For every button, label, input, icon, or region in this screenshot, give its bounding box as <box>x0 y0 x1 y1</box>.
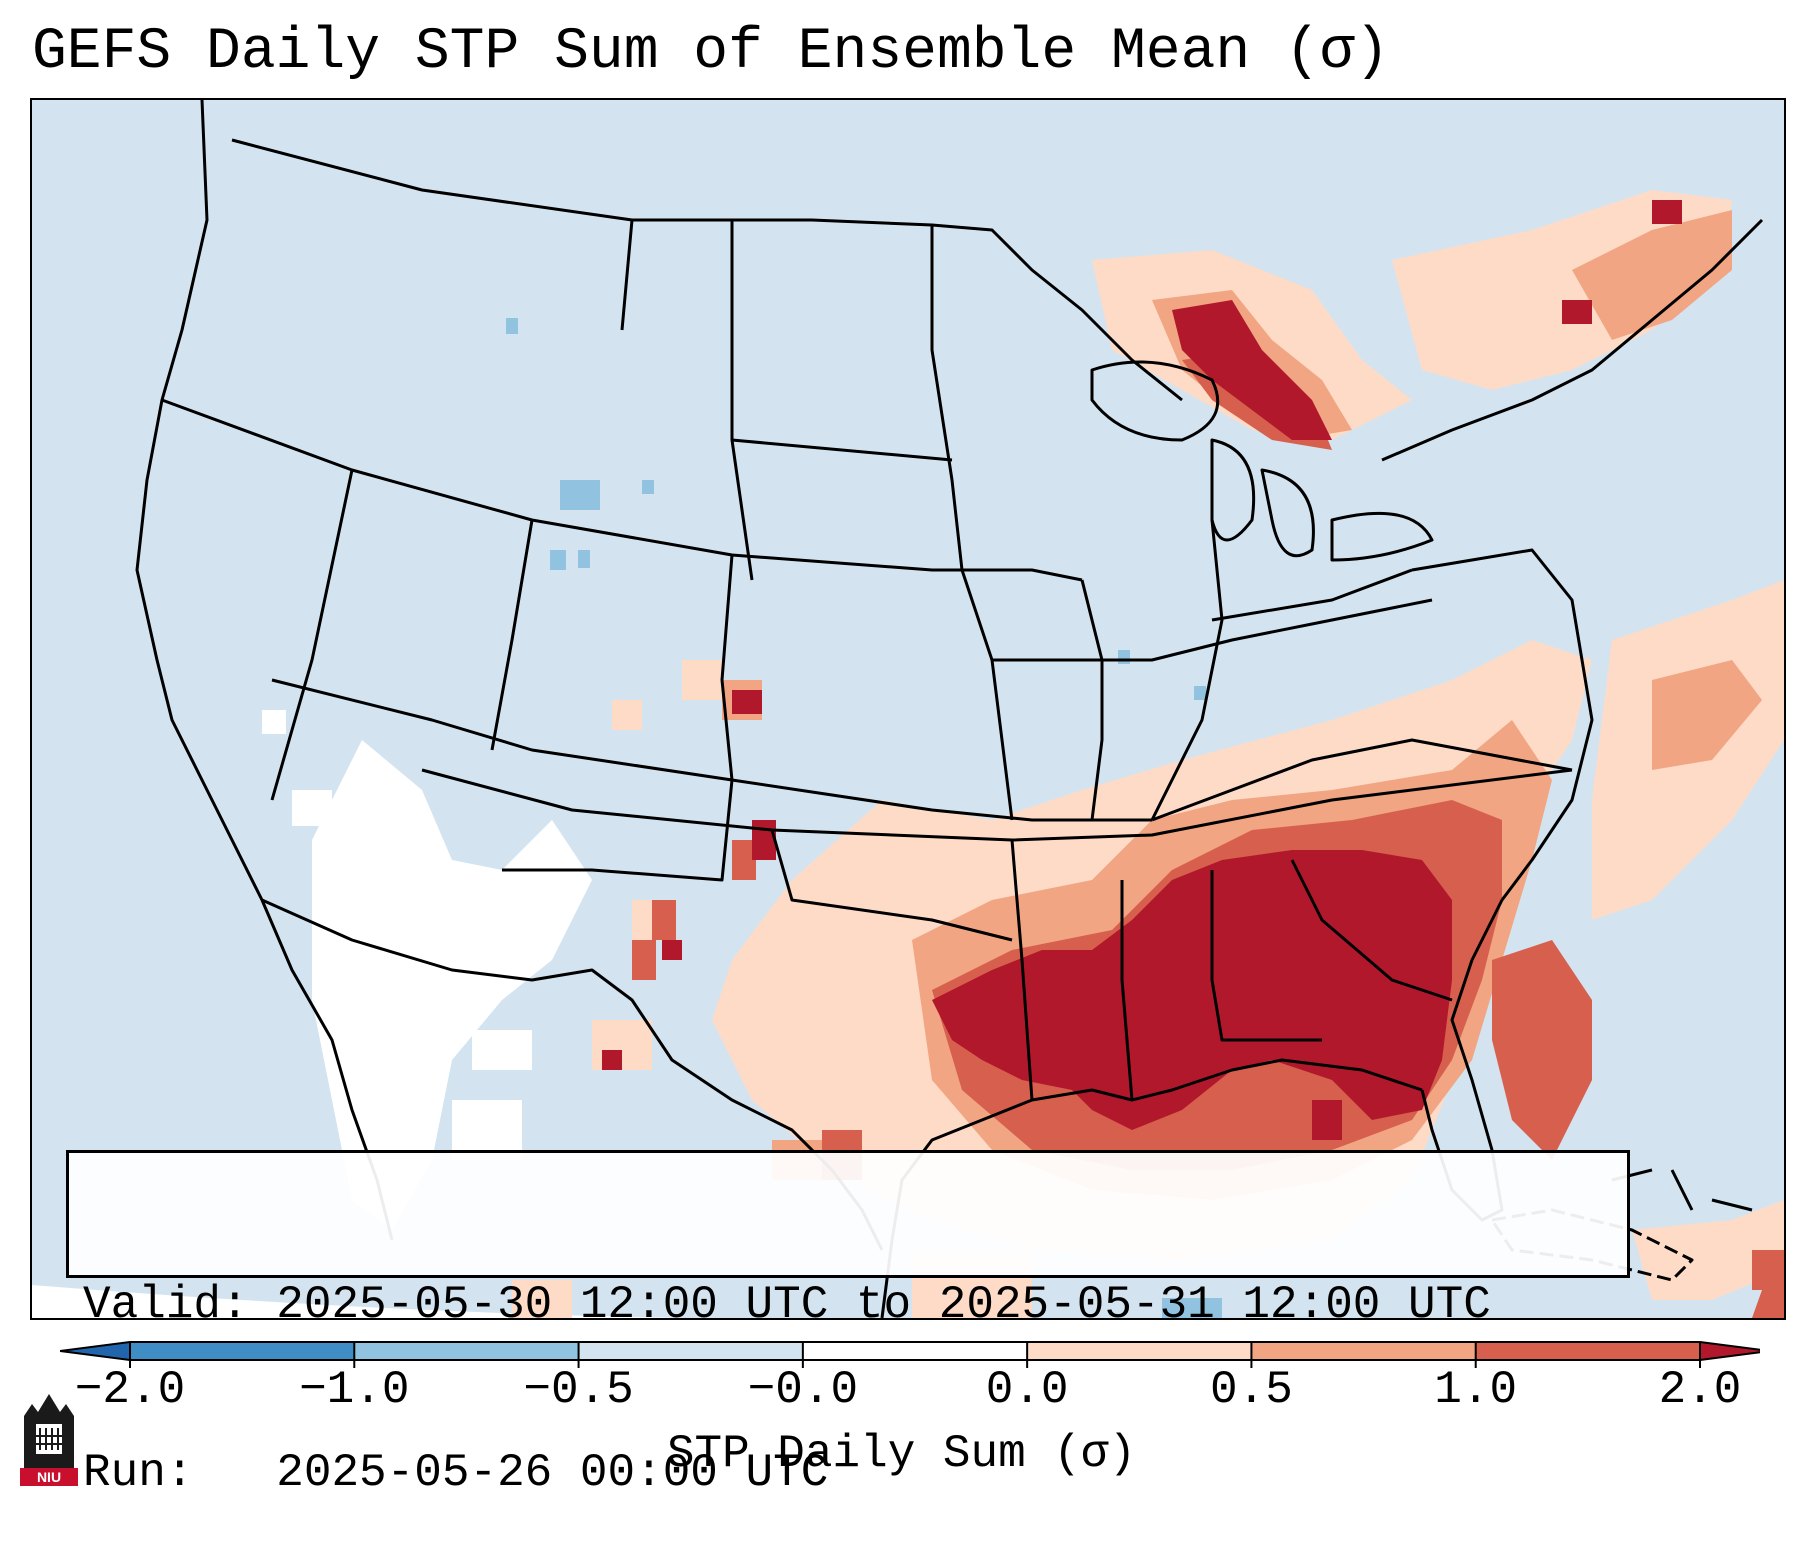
colorbar-extend-low <box>60 1342 130 1360</box>
colorbar-tick-label: 2.0 <box>1659 1364 1742 1416</box>
colorbar-bin <box>803 1342 1028 1360</box>
niu-logo: NIU <box>18 1390 80 1486</box>
colorbar-tick-label: −2.0 <box>75 1364 185 1416</box>
colorbar-bin <box>1027 1342 1252 1360</box>
colorbar-extend-high <box>1700 1342 1760 1360</box>
logo-text: NIU <box>37 1469 61 1485</box>
colorbar-bin <box>1251 1342 1476 1360</box>
colorbar-label: STP Daily Sum (σ) <box>0 1428 1803 1480</box>
map-panel <box>30 98 1786 1320</box>
colorbar-bin <box>354 1342 579 1360</box>
colorbar-tick-label: 0.0 <box>986 1364 1069 1416</box>
colorbar-tick-label: −1.0 <box>299 1364 409 1416</box>
colorbar-tick-label: 1.0 <box>1434 1364 1517 1416</box>
colorbar-bin <box>130 1342 355 1360</box>
map-title: GEFS Daily STP Sum of Ensemble Mean (σ) <box>32 20 1389 85</box>
colorbar-tick-label: −0.0 <box>748 1364 858 1416</box>
stp-map <box>32 100 1784 1318</box>
validity-info-box: Valid: 2025-05-30 12:00 UTC to 2025-05-3… <box>66 1150 1630 1278</box>
colorbar-bin <box>1476 1342 1701 1360</box>
colorbar-bin <box>579 1342 804 1360</box>
colorbar-tick-label: −0.5 <box>523 1364 633 1416</box>
colorbar-tick-label: 0.5 <box>1210 1364 1293 1416</box>
